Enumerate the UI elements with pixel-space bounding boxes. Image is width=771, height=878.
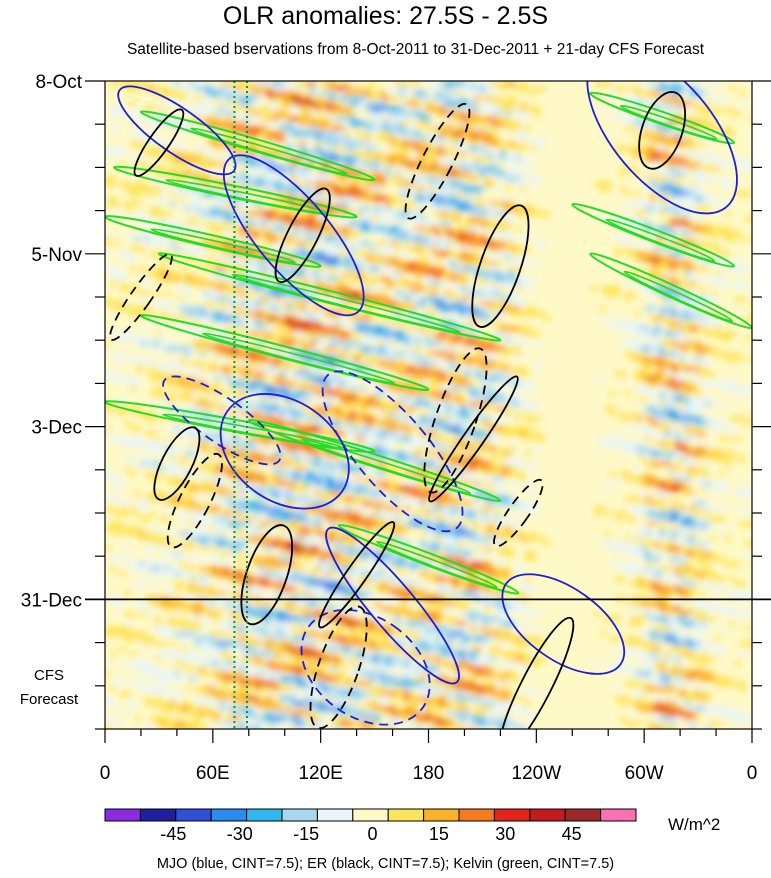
colorbar-swatch [352, 808, 389, 822]
mjo-contour-positive [501, 573, 626, 675]
kelvin-contour [337, 523, 520, 595]
kelvin-contour-inner [231, 273, 461, 334]
colorbar-swatch [104, 808, 141, 822]
colorbar-swatch [493, 808, 531, 822]
colorbar-tick-label: 15 [429, 824, 449, 844]
er-contour-negative [109, 253, 173, 341]
mjo-contour-negative [321, 370, 464, 533]
er-contour-negative [493, 478, 544, 548]
mjo-contour-positive [219, 393, 350, 510]
kelvin-contour [247, 419, 502, 503]
colorbar-tick-label: 0 [367, 824, 377, 844]
er-contour-positive [498, 616, 575, 729]
kelvin-contour-inner [376, 540, 498, 589]
kelvin-contour-inner [201, 332, 396, 384]
colorbar-swatch [175, 808, 212, 822]
filtered-contours [105, 81, 752, 729]
colorbar-swatch [139, 808, 177, 822]
er-contour-positive [318, 521, 396, 629]
kelvin-contour [589, 252, 752, 330]
er-contour-positive [153, 426, 201, 501]
colorbar-tick-label: -45 [160, 824, 186, 844]
x-tick-label: 0 [100, 763, 111, 784]
colorbar-tick-label: -30 [227, 824, 253, 844]
er-contour-negative [404, 102, 471, 220]
er-contour-positive [240, 524, 294, 626]
x-tick-label: 0 [747, 763, 758, 784]
x-axis: 0 60E 120E 180 120W 60W 0 [100, 729, 758, 784]
colorbar: -45 -30 -15 0 15 30 45 [104, 808, 637, 844]
forecast-label-line1: CFS [34, 667, 64, 684]
y-tick-label: 5-Nov [31, 245, 82, 266]
kelvin-contour-inner [623, 270, 734, 322]
colorbar-units: W/m^2 [668, 815, 721, 834]
heatmap-cells [105, 81, 752, 729]
kelvin-contour-inner [190, 127, 348, 175]
er-contour-negative [166, 452, 223, 549]
er-contour-positive [274, 187, 331, 284]
reference-lines [233, 81, 248, 729]
kelvin-contour [571, 202, 736, 268]
olr-anomaly-field [105, 81, 752, 729]
mjo-contour-negative [300, 609, 431, 726]
colorbar-swatch [564, 808, 602, 822]
forecast-label-line2: Forecast [19, 691, 79, 708]
colorbar-swatch [316, 808, 354, 822]
x-tick-label: 120E [298, 763, 342, 784]
chart-subtitle: Satellite-based bservations from 8-Oct-2… [126, 41, 705, 58]
colorbar-tick-label: -15 [293, 824, 319, 844]
colorbar-swatch [529, 808, 566, 822]
x-tick-label: 60W [625, 763, 664, 784]
er-contour-negative [309, 605, 368, 729]
colorbar-tick-label: 45 [562, 824, 582, 844]
colorbar-swatch [281, 808, 318, 822]
colorbar-swatch [387, 808, 425, 822]
kelvin-contour [105, 215, 322, 268]
y-tick-label: 8-Oct [36, 72, 83, 93]
mjo-contour-positive [586, 81, 738, 215]
kelvin-contour-inner [150, 228, 296, 264]
kelvin-contour [139, 110, 376, 182]
kelvin-contour [139, 314, 430, 392]
kelvin-contour [157, 252, 502, 342]
colorbar-swatch [423, 808, 460, 822]
mjo-contour-positive [117, 85, 237, 176]
kelvin-contour-inner [162, 413, 344, 449]
contour-legend-note: MJO (blue, CINT=7.5); ER (black, CINT=7.… [156, 856, 615, 872]
cfs-forecast-label: CFS Forecast [4, 664, 94, 712]
x-tick-label: 180 [413, 763, 445, 784]
y-axis: 8-Oct 5-Nov 3-Dec 31-Dec [21, 72, 771, 730]
y-tick-label: 3-Dec [31, 418, 82, 439]
colorbar-swatch [210, 808, 248, 822]
kelvin-contour-inner [619, 104, 718, 140]
er-contour-positive [428, 375, 519, 503]
mjo-contour-positive [222, 154, 365, 317]
x-tick-label: 120W [512, 763, 562, 784]
er-contour-positive [471, 204, 530, 328]
colorbar-swatch [246, 808, 283, 822]
colorbar-swatch [600, 808, 637, 822]
colorbar-swatch [458, 808, 495, 822]
kelvin-contour-inner [605, 218, 716, 262]
mjo-contour-positive [325, 526, 460, 685]
er-contour-negative [423, 347, 488, 494]
y-tick-label: 31-Dec [21, 590, 82, 611]
kelvin-contour [589, 91, 736, 145]
chart-title: OLR anomalies: 27.5S - 2.5S [222, 2, 549, 30]
kelvin-contour-inner [301, 438, 472, 495]
colorbar-tick-label: 30 [495, 824, 515, 844]
er-contour-positive [638, 91, 686, 170]
er-contour-positive [133, 108, 185, 177]
x-tick-label: 60E [196, 763, 230, 784]
